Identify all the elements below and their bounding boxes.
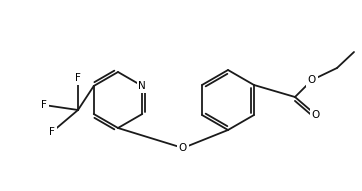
Text: O: O: [308, 75, 316, 85]
Text: O: O: [312, 110, 320, 120]
Text: F: F: [41, 100, 47, 110]
Text: N: N: [138, 81, 146, 91]
Text: O: O: [179, 143, 187, 153]
Text: F: F: [49, 127, 55, 137]
Text: F: F: [75, 73, 81, 83]
